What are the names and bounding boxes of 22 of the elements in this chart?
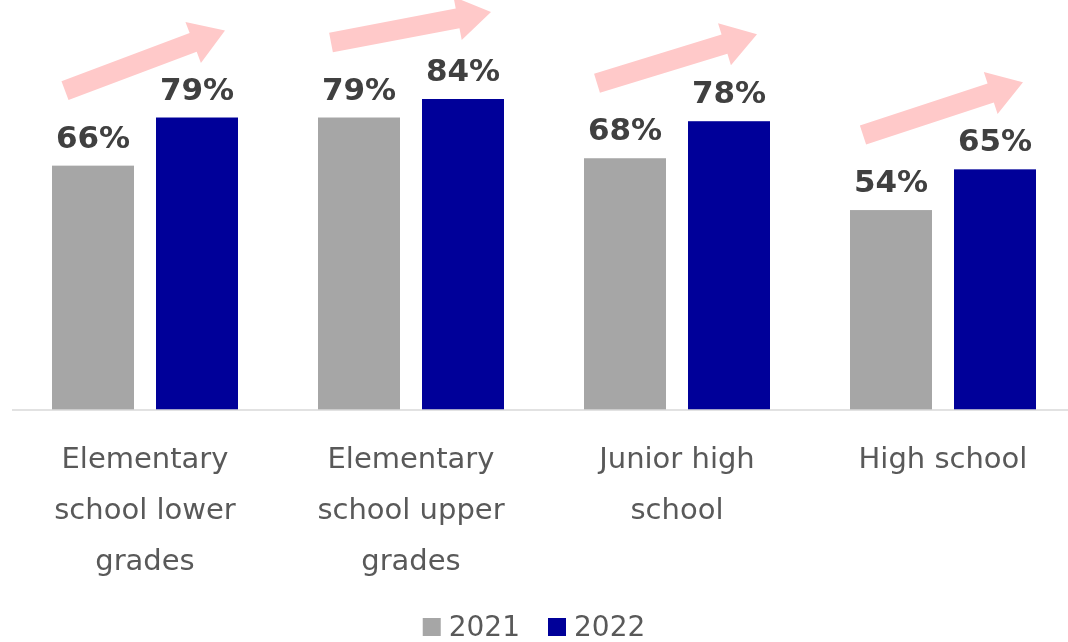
- bar: [584, 158, 666, 410]
- bar: [318, 117, 400, 410]
- data-label: 78%: [691, 74, 767, 111]
- data-label: 65%: [957, 122, 1033, 159]
- legend-label: 2022: [574, 610, 646, 642]
- data-label: 79%: [321, 70, 397, 107]
- data-label: 66%: [55, 118, 131, 155]
- data-label: 68%: [587, 111, 663, 148]
- data-label: 79%: [159, 70, 235, 107]
- bar: [52, 165, 134, 410]
- data-label: 84%: [425, 52, 501, 88]
- bar: [688, 121, 770, 410]
- bar: [850, 210, 932, 410]
- legend-label: 2021: [448, 610, 520, 642]
- bar: [156, 117, 238, 410]
- x-tick-label: Elementary school upper grades: [317, 441, 505, 577]
- bar: [422, 99, 504, 410]
- data-label: 54%: [853, 163, 929, 200]
- x-tick-label: Junior high school: [597, 441, 755, 526]
- x-tick-label: High school: [858, 441, 1028, 475]
- x-tick-label: Elementary school lower grades: [54, 441, 236, 577]
- bar: [954, 169, 1036, 410]
